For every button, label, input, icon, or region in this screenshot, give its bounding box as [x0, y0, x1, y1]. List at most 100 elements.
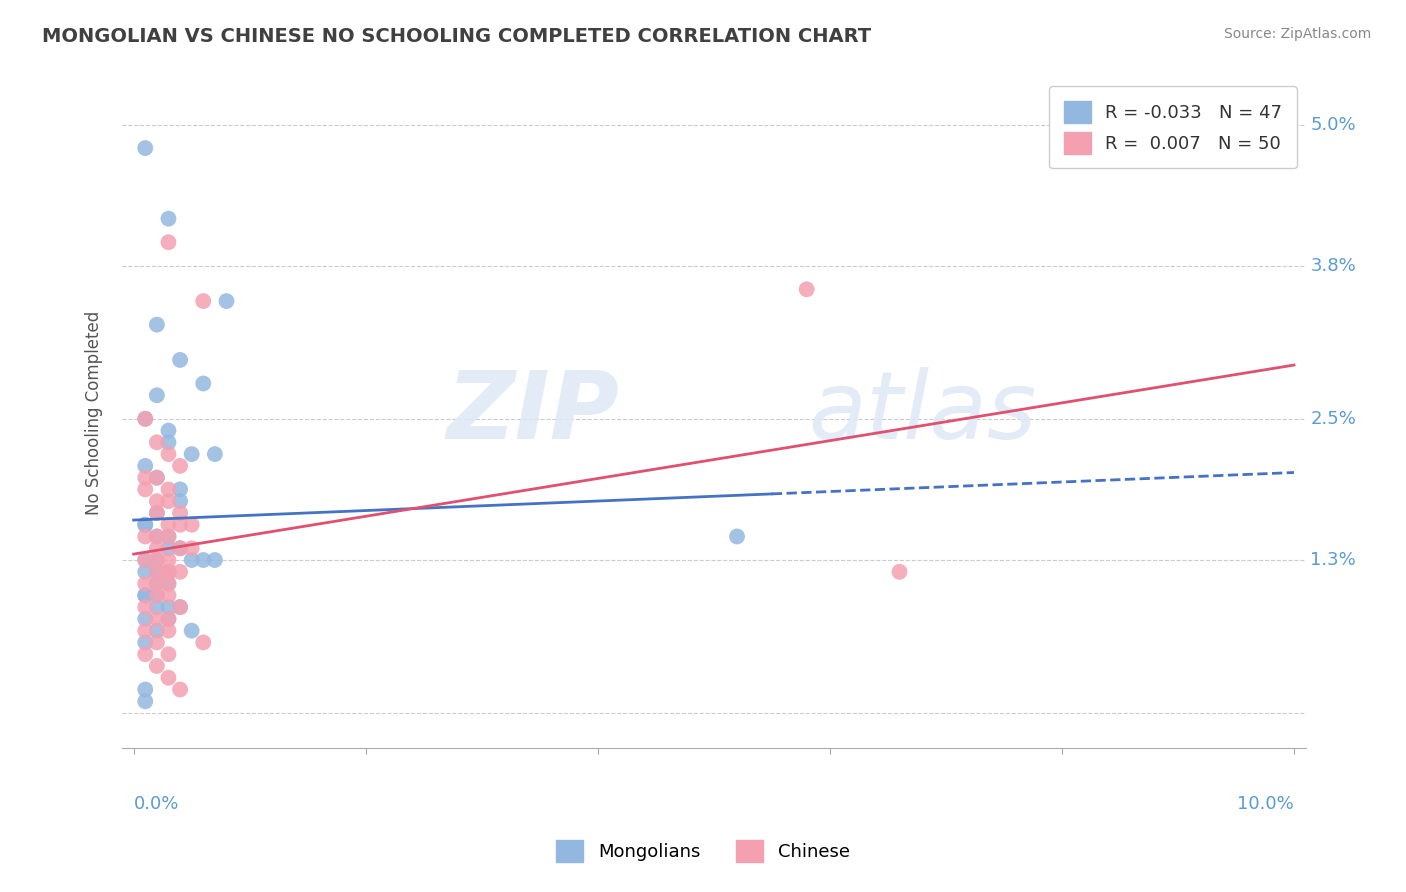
Point [169, 483, 191, 497]
Point [157, 565, 180, 579]
Point [180, 447, 202, 461]
Point [146, 565, 169, 579]
Point [134, 612, 156, 626]
Text: atlas: atlas [808, 368, 1036, 458]
Point [146, 529, 169, 543]
Point [169, 565, 191, 579]
Point [134, 483, 156, 497]
Point [157, 447, 180, 461]
Point [725, 529, 748, 543]
Point [889, 565, 911, 579]
Legend: Mongolians, Chinese: Mongolians, Chinese [548, 833, 858, 870]
Point [169, 506, 191, 520]
Point [204, 447, 226, 461]
Point [157, 576, 180, 591]
Point [134, 647, 156, 661]
Text: 10.0%: 10.0% [1237, 796, 1294, 814]
Point [134, 600, 156, 615]
Point [134, 458, 156, 473]
Point [204, 553, 226, 567]
Point [157, 529, 180, 543]
Point [134, 694, 156, 708]
Point [146, 612, 169, 626]
Point [157, 576, 180, 591]
Point [157, 647, 180, 661]
Point [134, 635, 156, 649]
Point [146, 388, 169, 402]
Text: Source: ZipAtlas.com: Source: ZipAtlas.com [1223, 27, 1371, 41]
Point [146, 600, 169, 615]
Point [134, 411, 156, 425]
Point [193, 553, 215, 567]
Point [157, 211, 180, 226]
Point [146, 576, 169, 591]
Point [157, 565, 180, 579]
Point [157, 612, 180, 626]
Point [169, 682, 191, 697]
Point [169, 541, 191, 556]
Point [134, 624, 156, 638]
Point [193, 376, 215, 391]
Point [157, 600, 180, 615]
Point [157, 424, 180, 438]
Point [134, 517, 156, 532]
Point [169, 494, 191, 508]
Text: 2.5%: 2.5% [1310, 409, 1357, 428]
Point [134, 529, 156, 543]
Point [157, 565, 180, 579]
Point [146, 506, 169, 520]
Legend: R = -0.033   N = 47, R =  0.007   N = 50: R = -0.033 N = 47, R = 0.007 N = 50 [1049, 87, 1296, 169]
Point [157, 612, 180, 626]
Text: 0.0%: 0.0% [134, 796, 179, 814]
Text: 5.0%: 5.0% [1310, 116, 1355, 134]
Text: ZIP: ZIP [446, 367, 619, 458]
Point [146, 576, 169, 591]
Point [146, 588, 169, 602]
Point [146, 565, 169, 579]
Point [146, 529, 169, 543]
Point [180, 553, 202, 567]
Point [146, 553, 169, 567]
Point [134, 141, 156, 155]
Point [146, 588, 169, 602]
Point [146, 553, 169, 567]
Point [146, 435, 169, 450]
Point [134, 588, 156, 602]
Point [157, 541, 180, 556]
Point [180, 517, 202, 532]
Point [796, 282, 818, 296]
Point [146, 541, 169, 556]
Point [193, 635, 215, 649]
Point [169, 517, 191, 532]
Point [215, 294, 238, 309]
Point [134, 588, 156, 602]
Point [157, 553, 180, 567]
Point [169, 600, 191, 615]
Point [146, 318, 169, 332]
Point [157, 494, 180, 508]
Point [157, 435, 180, 450]
Point [146, 659, 169, 673]
Point [146, 494, 169, 508]
Point [134, 682, 156, 697]
Text: 1.3%: 1.3% [1310, 551, 1357, 569]
Point [157, 235, 180, 250]
Text: 3.8%: 3.8% [1310, 257, 1357, 275]
Point [169, 353, 191, 368]
Point [157, 671, 180, 685]
Text: MONGOLIAN VS CHINESE NO SCHOOLING COMPLETED CORRELATION CHART: MONGOLIAN VS CHINESE NO SCHOOLING COMPLE… [42, 27, 872, 45]
Point [180, 624, 202, 638]
Point [169, 541, 191, 556]
Y-axis label: No Schooling Completed: No Schooling Completed [86, 310, 103, 515]
Point [146, 506, 169, 520]
Point [134, 411, 156, 425]
Point [146, 635, 169, 649]
Point [157, 588, 180, 602]
Point [193, 294, 215, 309]
Point [134, 553, 156, 567]
Point [134, 565, 156, 579]
Point [146, 470, 169, 484]
Point [134, 553, 156, 567]
Point [157, 483, 180, 497]
Point [157, 624, 180, 638]
